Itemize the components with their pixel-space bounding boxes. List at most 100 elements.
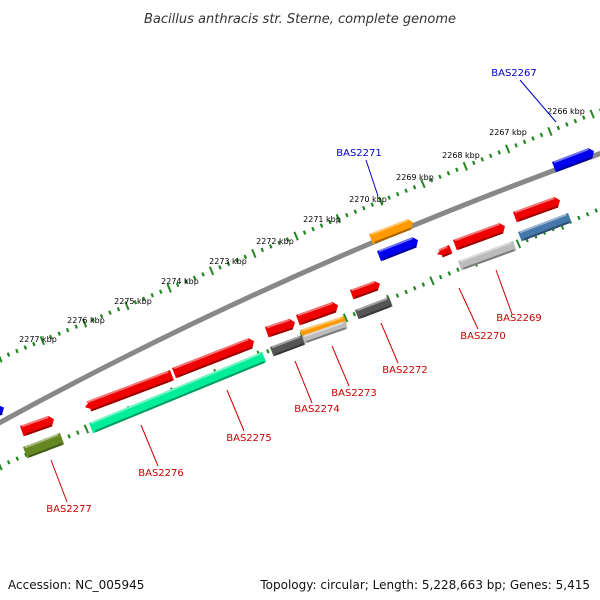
gene-label[interactable]: BAS2271 — [336, 148, 382, 159]
kbp-label: 2267 kbp — [489, 128, 527, 137]
gene-feature[interactable] — [518, 213, 572, 242]
scale-tick — [235, 258, 239, 263]
gene-label[interactable]: BAS2277 — [46, 504, 92, 515]
scale-tick — [395, 293, 400, 298]
scale-tick — [515, 239, 522, 249]
kbp-label: 2268 kbp — [442, 151, 480, 160]
leader-line — [380, 322, 399, 364]
scale-tick — [352, 311, 357, 317]
gene-highlight — [24, 433, 59, 449]
gene-shadow — [360, 305, 392, 319]
kbp-label: 2274 kbp — [161, 277, 199, 286]
gene-label[interactable]: BAS2269 — [496, 313, 542, 324]
gene-feature[interactable] — [23, 433, 65, 459]
leader-line — [331, 345, 350, 387]
gene-feature[interactable] — [270, 335, 306, 357]
gene-feature[interactable] — [265, 318, 295, 338]
kbp-label: 2270 kbp — [349, 195, 387, 204]
scale-tick — [133, 299, 138, 305]
kbp-label: 2276 kbp — [67, 316, 105, 325]
scale-tick — [471, 160, 476, 166]
gene-feature[interactable] — [172, 338, 254, 379]
scale-tick — [260, 247, 265, 253]
gene-highlight — [86, 370, 169, 404]
scale-tick — [565, 122, 569, 127]
leader-line — [458, 287, 479, 330]
scale-tick — [116, 306, 121, 312]
gene-shadow — [374, 227, 412, 244]
kbp-label: 2266 kbp — [547, 107, 585, 116]
gene-highlight — [21, 416, 49, 428]
gene-label[interactable]: BAS2272 — [382, 365, 428, 376]
leader-line — [495, 269, 513, 315]
gene-body — [296, 302, 338, 326]
gene-body — [369, 219, 413, 245]
gene-label-leaders — [50, 79, 557, 503]
gene-feature[interactable] — [513, 197, 560, 223]
scale-tick — [412, 285, 417, 291]
gene-feature[interactable] — [302, 321, 348, 344]
gene-label[interactable]: BAS2276 — [138, 468, 184, 479]
gene-feature[interactable] — [350, 281, 380, 300]
scale-tick — [57, 331, 62, 336]
gene-highlight — [454, 223, 500, 242]
gene-feature[interactable] — [458, 241, 517, 271]
scale-tick — [99, 313, 104, 319]
scale-tick — [6, 460, 11, 465]
gene-label[interactable]: BAS2270 — [460, 331, 506, 342]
gene-feature[interactable] — [0, 405, 4, 416]
gene-highlight — [356, 297, 388, 312]
scale-tick — [243, 254, 248, 260]
scale-tick — [166, 283, 172, 293]
gene-label[interactable]: BAS2274 — [294, 404, 340, 415]
scale-tick — [504, 144, 511, 154]
gene-highlight — [378, 237, 413, 253]
kbp-label: 2269 kbp — [396, 173, 434, 182]
gene-shadow — [462, 249, 515, 270]
scale-tick — [556, 125, 561, 131]
gene-shadow — [354, 288, 379, 299]
gene-feature[interactable] — [369, 219, 413, 245]
gene-body — [89, 352, 267, 434]
scale-tick — [447, 271, 452, 276]
gene-shadow — [28, 442, 63, 458]
gene-label[interactable]: BAS2275 — [226, 433, 272, 444]
gene-body — [270, 335, 306, 357]
gene-feature[interactable] — [355, 297, 393, 320]
gene-shadow — [0, 412, 3, 416]
scale-tick — [192, 275, 197, 281]
gene-highlight — [514, 197, 555, 214]
gene-feature[interactable] — [437, 245, 453, 258]
scale-tick — [342, 313, 349, 323]
scale-tick — [108, 310, 112, 315]
gene-label[interactable]: BAS2273 — [331, 388, 377, 399]
scale-tick — [370, 202, 375, 207]
scale-tick — [83, 424, 90, 434]
gene-feature[interactable] — [20, 416, 54, 437]
scale-tick — [455, 167, 459, 173]
gene-shadow — [523, 221, 571, 241]
scale-tick — [319, 223, 324, 228]
leader-line — [50, 459, 68, 503]
scale-tick — [531, 136, 535, 141]
gene-feature[interactable] — [377, 237, 418, 262]
gene-feature[interactable] — [85, 370, 174, 412]
kbp-label: 2271 kbp — [303, 215, 341, 224]
scale-tick — [589, 109, 595, 119]
scale-tick — [594, 208, 598, 213]
outer-scale-ticks — [0, 108, 600, 363]
gene-feature[interactable] — [89, 352, 267, 434]
gene-highlight — [297, 302, 333, 317]
scale-tick — [75, 430, 80, 435]
scale-tick — [581, 115, 586, 120]
gene-feature[interactable] — [296, 302, 338, 326]
gene-label[interactable]: BAS2267 — [491, 68, 537, 79]
scale-tick — [438, 274, 443, 280]
scale-tick — [142, 296, 146, 302]
gene-feature[interactable] — [453, 223, 505, 251]
scale-tick — [184, 279, 188, 284]
gene-feature[interactable] — [552, 148, 594, 173]
scale-tick — [446, 170, 451, 176]
scale-tick — [15, 348, 19, 354]
